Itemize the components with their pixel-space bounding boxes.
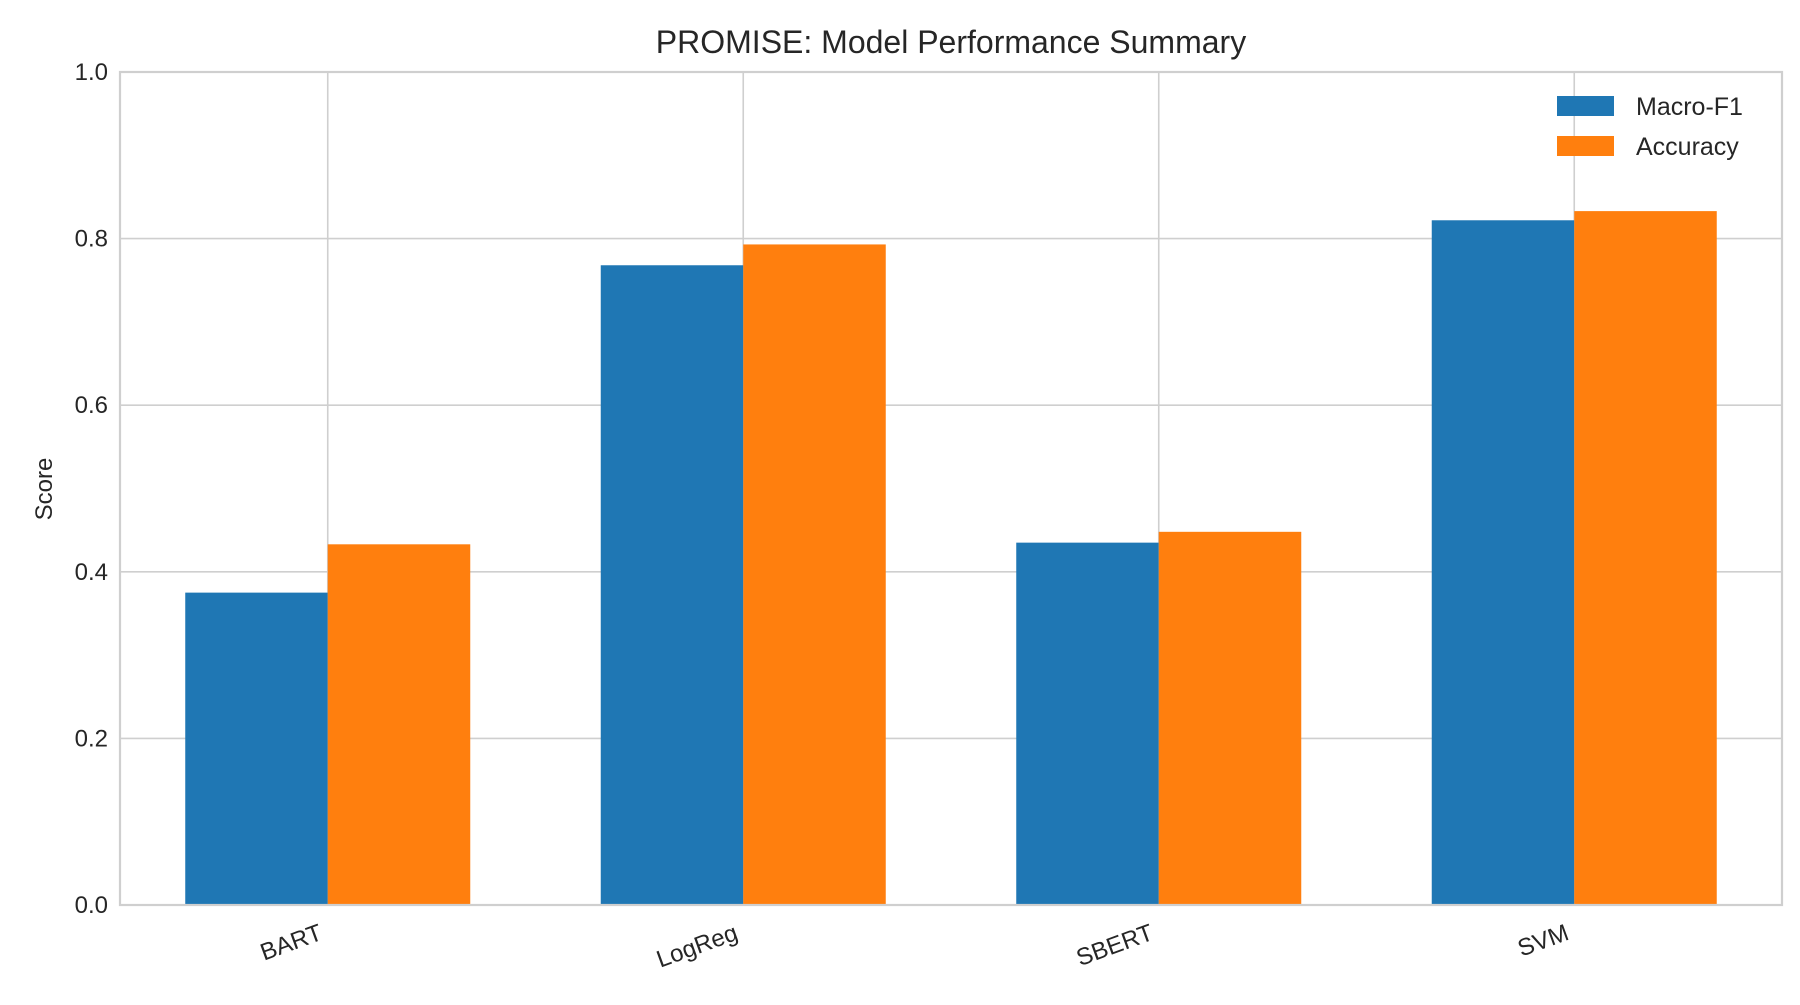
bar-macro-f1-sbert: [1016, 542, 1159, 905]
legend-swatch: [1557, 136, 1614, 156]
y-tick-labels: 0.0 0.2 0.4 0.6 0.8 1.0: [75, 59, 108, 919]
y-tick-label: 0.0: [75, 892, 108, 919]
x-tick-label: LogReg: [653, 919, 741, 973]
bar-macro-f1-logreg: [600, 265, 744, 906]
chart-title: PROMISE: Model Performance Summary: [656, 24, 1246, 60]
legend-label: Accuracy: [1636, 133, 1739, 161]
x-tick-label: SBERT: [1073, 919, 1157, 972]
bars: [185, 211, 1717, 906]
legend: Macro-F1 Accuracy: [1557, 93, 1743, 161]
y-tick-label: 0.2: [75, 725, 108, 752]
y-tick-label: 1.0: [75, 59, 108, 86]
x-tick-labels: BART LogReg SBERT SVM: [257, 919, 1572, 973]
y-axis-label: Score: [31, 458, 58, 521]
bar-macro-f1-svm: [1431, 220, 1575, 906]
bar-accuracy-sbert: [1158, 531, 1302, 905]
legend-label: Macro-F1: [1636, 93, 1743, 121]
bar-macro-f1-bart: [185, 592, 328, 905]
y-tick-label: 0.4: [75, 559, 108, 586]
bar-accuracy-svm: [1574, 211, 1717, 906]
plot-frame: [118, 70, 1784, 907]
y-tick-label: 0.6: [75, 392, 108, 419]
bar-accuracy-bart: [327, 544, 471, 905]
x-tick-label: BART: [257, 919, 326, 966]
y-tick-label: 0.8: [75, 226, 108, 253]
x-tick-label: SVM: [1514, 919, 1572, 962]
legend-swatch: [1557, 96, 1614, 116]
bar-accuracy-logreg: [743, 244, 886, 905]
